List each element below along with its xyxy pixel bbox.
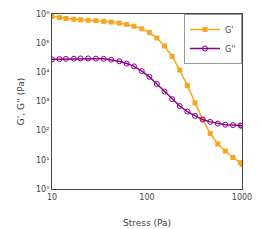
svg-text:10⁶: 10⁶: [36, 10, 49, 19]
svg-text:10: 10: [47, 193, 57, 202]
svg-text:G', G'' (Pa): G', G'' (Pa): [16, 78, 26, 126]
svg-text:10⁰: 10⁰: [36, 185, 49, 194]
svg-text:G'': G'': [225, 45, 236, 54]
svg-text:10⁵: 10⁵: [36, 39, 49, 48]
svg-text:G': G': [225, 26, 233, 35]
svg-text:100: 100: [139, 193, 154, 202]
svg-text:10¹: 10¹: [36, 156, 49, 165]
svg-text:10²: 10²: [36, 126, 49, 135]
svg-text:10⁴: 10⁴: [36, 68, 49, 77]
svg-text:Stress (Pa): Stress (Pa): [123, 218, 171, 228]
svg-text:10³: 10³: [36, 97, 49, 106]
svg-text:1000: 1000: [232, 193, 252, 202]
